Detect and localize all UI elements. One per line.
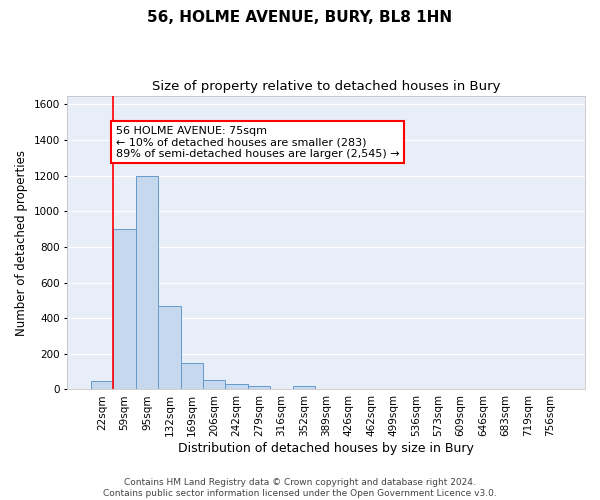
Bar	[113, 229, 136, 390]
Bar	[181, 362, 203, 390]
Bar	[91, 380, 113, 390]
Y-axis label: Number of detached properties: Number of detached properties	[15, 150, 28, 336]
Text: 56, HOLME AVENUE, BURY, BL8 1HN: 56, HOLME AVENUE, BURY, BL8 1HN	[148, 10, 452, 25]
X-axis label: Distribution of detached houses by size in Bury: Distribution of detached houses by size …	[178, 442, 474, 455]
Bar	[136, 176, 158, 390]
Text: 56 HOLME AVENUE: 75sqm
← 10% of detached houses are smaller (283)
89% of semi-de: 56 HOLME AVENUE: 75sqm ← 10% of detached…	[116, 126, 399, 159]
Title: Size of property relative to detached houses in Bury: Size of property relative to detached ho…	[152, 80, 500, 93]
Bar	[248, 386, 270, 390]
Text: Contains HM Land Registry data © Crown copyright and database right 2024.
Contai: Contains HM Land Registry data © Crown c…	[103, 478, 497, 498]
Bar	[158, 306, 181, 390]
Bar	[203, 380, 226, 390]
Bar	[226, 384, 248, 390]
Bar	[293, 386, 315, 390]
